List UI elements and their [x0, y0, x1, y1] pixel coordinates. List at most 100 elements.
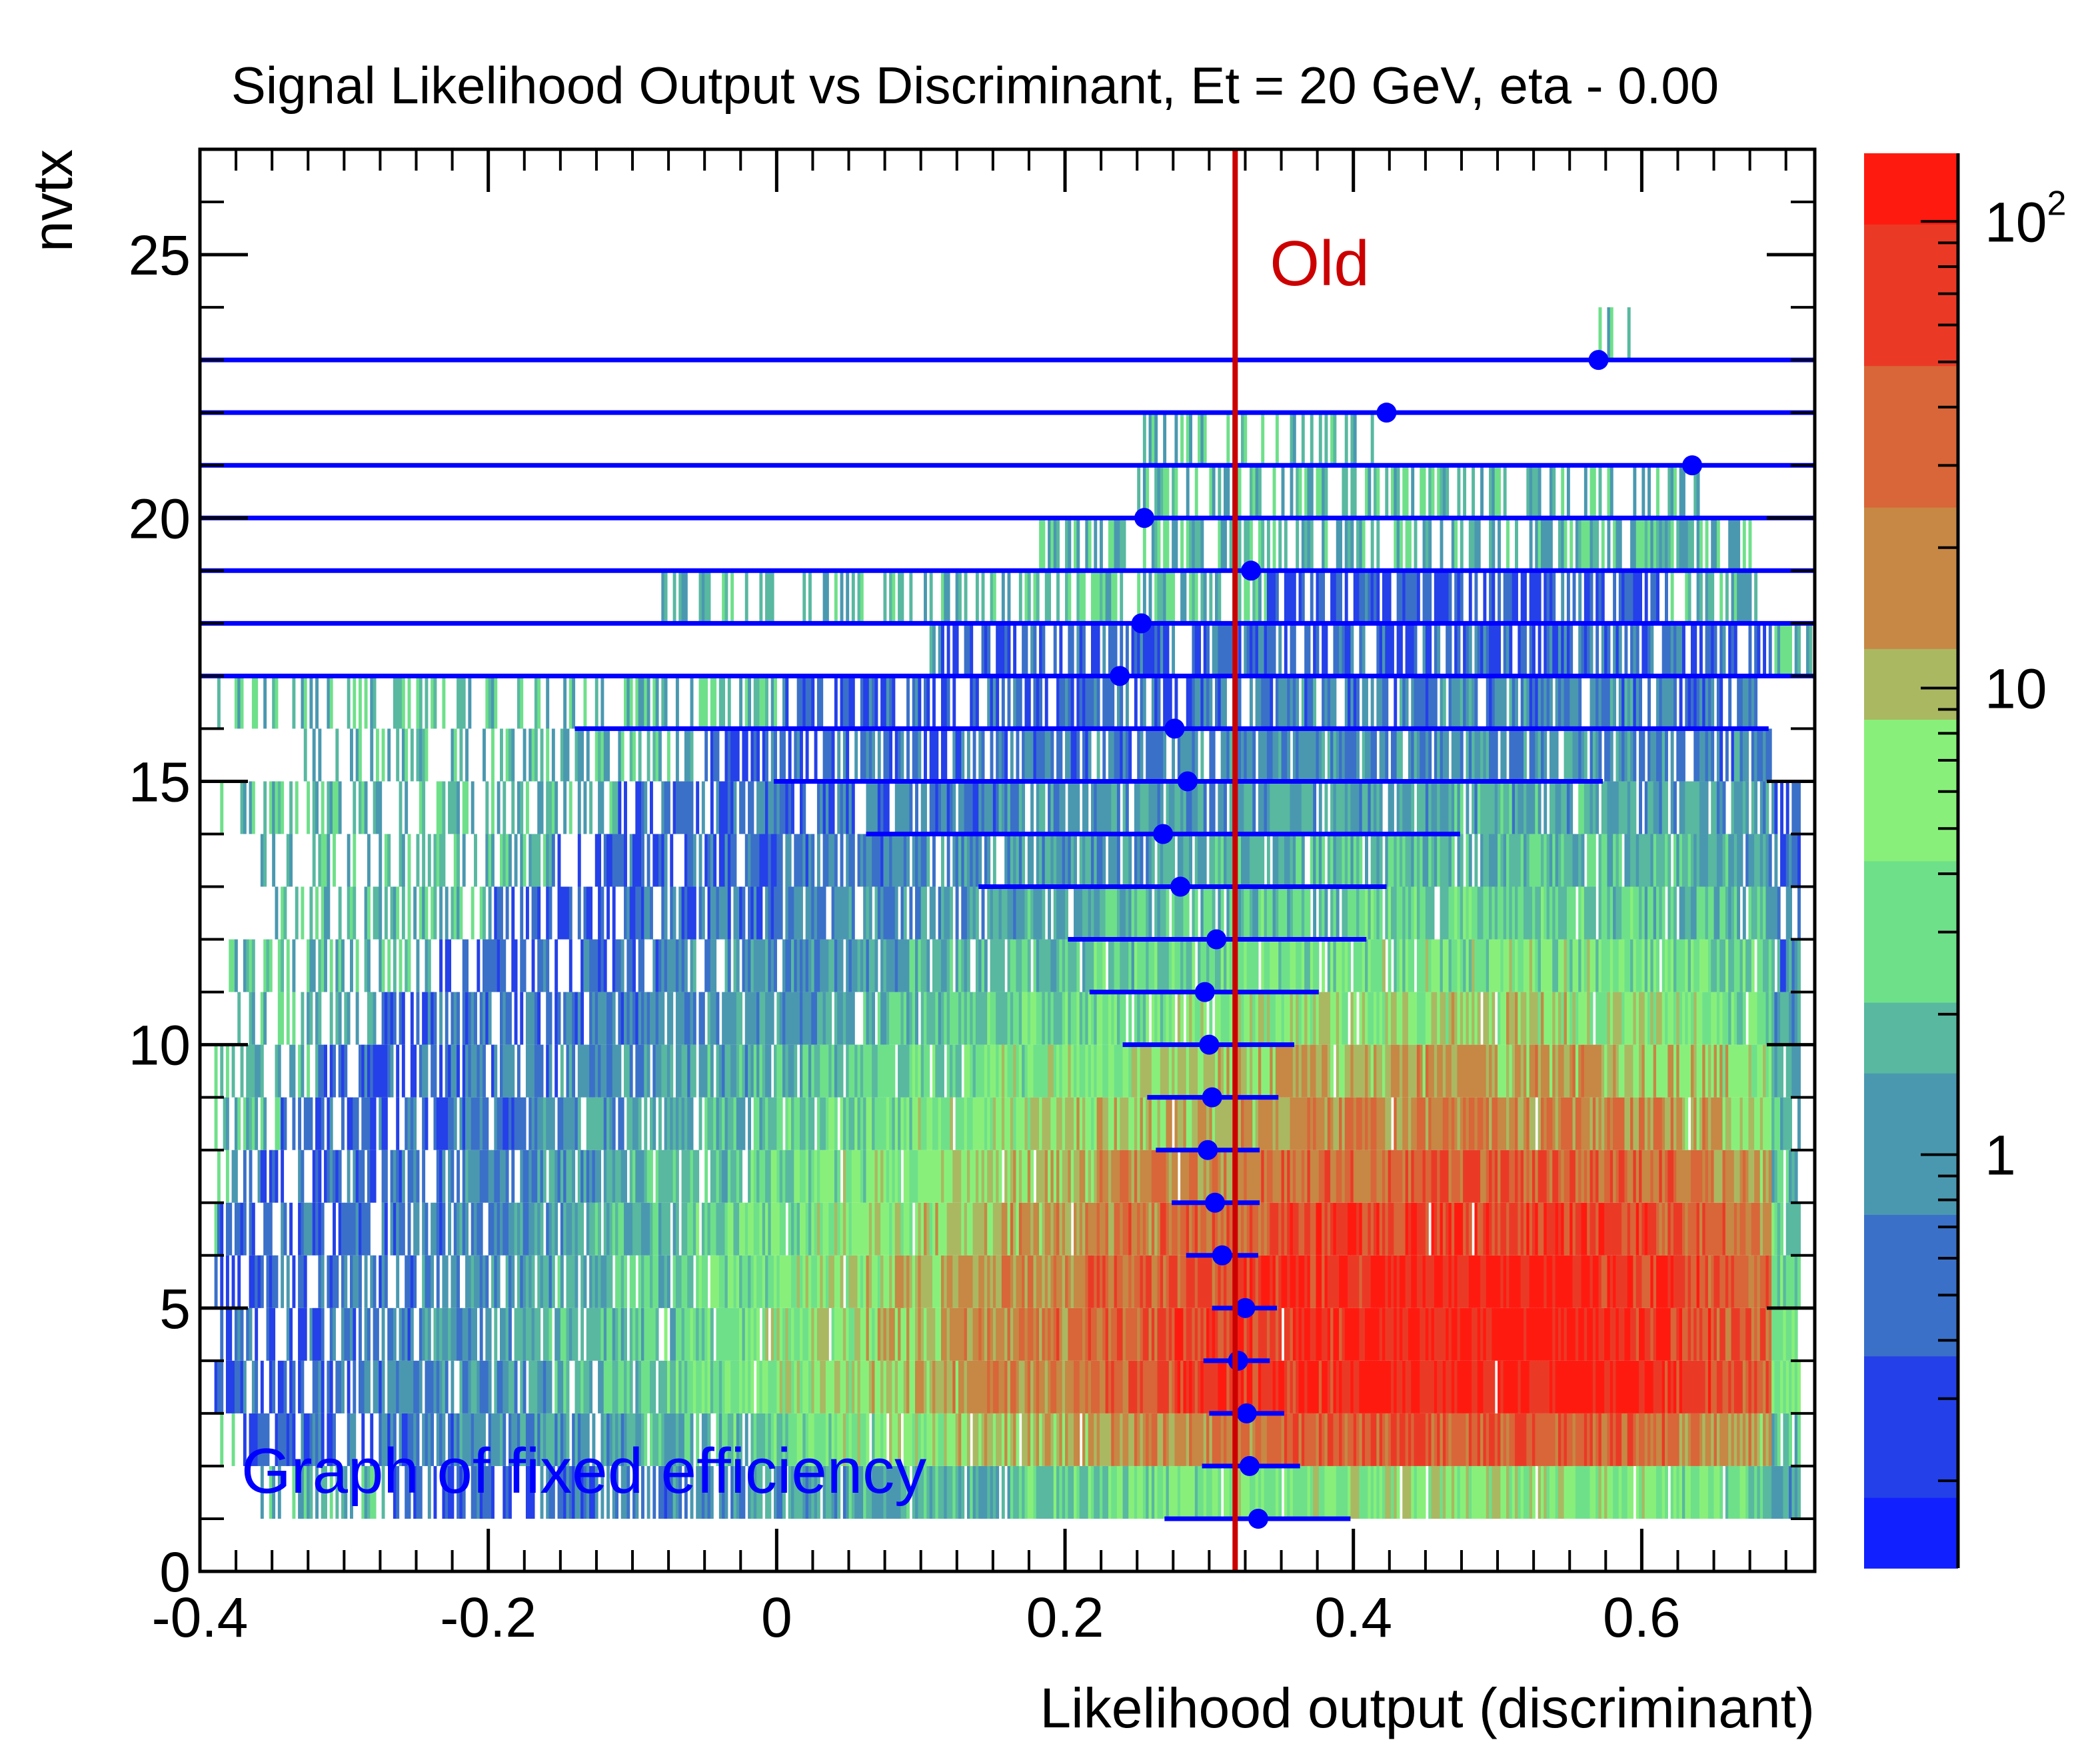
heatmap-cell — [1489, 1255, 1492, 1308]
heatmap-cell — [1408, 1255, 1412, 1308]
heatmap-cell — [583, 1255, 587, 1308]
heatmap-cell — [1653, 1202, 1657, 1256]
heatmap-cell — [1134, 1097, 1138, 1150]
heatmap-cell — [1396, 1044, 1400, 1098]
heatmap-cell — [263, 1413, 267, 1466]
heatmap-cell — [1350, 1308, 1354, 1361]
heatmap-cell — [1261, 1097, 1265, 1150]
heatmap-cell — [269, 1255, 273, 1308]
heatmap-cell — [546, 1413, 550, 1466]
heatmap-cell — [1702, 1150, 1706, 1203]
heatmap-cell — [658, 1255, 662, 1308]
heatmap-cell — [1388, 1097, 1392, 1150]
heatmap-cell — [1062, 992, 1066, 1045]
heatmap-cell — [436, 1150, 440, 1203]
heatmap-cell — [765, 992, 768, 1045]
heatmap-cell — [309, 1308, 313, 1361]
heatmap-cell — [1399, 1413, 1403, 1466]
heatmap-cell — [629, 1097, 633, 1150]
heatmap-cell — [704, 1097, 708, 1150]
heatmap-cell — [554, 1044, 558, 1098]
heatmap-cell — [1189, 1360, 1193, 1413]
heatmap-cell — [603, 1360, 607, 1413]
heatmap-cell — [912, 992, 916, 1045]
heatmap-cell — [1039, 1465, 1043, 1519]
heatmap-cell — [1613, 1255, 1617, 1308]
heatmap-cell — [499, 1044, 503, 1098]
heatmap-cell — [842, 1202, 846, 1256]
heatmap-cell — [1102, 1097, 1106, 1150]
heatmap-cell — [289, 1044, 293, 1098]
heatmap-cell — [877, 1044, 881, 1098]
heatmap-cell — [718, 1255, 722, 1308]
heatmap-cell — [1105, 1360, 1109, 1413]
heatmap-cell — [1737, 992, 1741, 1045]
heatmap-cell — [1448, 1202, 1452, 1256]
heatmap-cell — [1350, 992, 1354, 1045]
heatmap-cell — [1509, 1150, 1513, 1203]
heatmap-cell — [405, 1097, 409, 1150]
heatmap-cell — [837, 1150, 841, 1203]
heatmap-cell — [1483, 992, 1487, 1045]
heatmap-cell — [1224, 1044, 1227, 1098]
heatmap-cell — [632, 1308, 636, 1361]
heatmap-cell — [1316, 1097, 1320, 1150]
heatmap-cell — [1595, 1360, 1599, 1413]
heatmap-cell — [898, 1150, 902, 1203]
heatmap-cell — [1246, 1097, 1250, 1150]
heatmap-cell — [912, 1308, 916, 1361]
heatmap-cell — [1468, 992, 1472, 1045]
heatmap-cell — [1656, 1150, 1659, 1203]
heatmap-cell — [1099, 1413, 1103, 1466]
heatmap-cell — [1411, 1308, 1415, 1361]
heatmap-cell — [551, 1255, 555, 1308]
heatmap-cell — [1555, 1044, 1559, 1098]
heatmap-cell — [1661, 1097, 1665, 1150]
heatmap-cell — [1353, 1202, 1357, 1256]
heatmap-cell — [1466, 1097, 1470, 1150]
heatmap-cell — [1183, 1150, 1187, 1203]
heatmap-cell — [225, 1202, 229, 1256]
heatmap-cell — [341, 1202, 345, 1256]
heatmap-cell — [1290, 1308, 1294, 1361]
heatmap-cell — [776, 1202, 780, 1256]
heatmap-cell — [1578, 1255, 1582, 1308]
heatmap-cell — [1711, 1202, 1715, 1256]
heatmap-cell — [499, 1413, 503, 1466]
heatmap-cell — [275, 1413, 279, 1466]
heatmap-cell — [1322, 1255, 1326, 1308]
heatmap-cell — [892, 1255, 896, 1308]
heatmap-cell — [537, 1413, 541, 1466]
heatmap-cell — [872, 1097, 876, 1150]
heatmap-cell — [1570, 1150, 1574, 1203]
heatmap-cell — [307, 992, 311, 1045]
heatmap-cell — [1506, 1097, 1510, 1150]
heatmap-cell — [1059, 1413, 1063, 1466]
heatmap-cell — [1538, 1413, 1542, 1466]
heatmap-cell — [1434, 1097, 1438, 1150]
heatmap-cell — [474, 1413, 477, 1466]
heatmap-cell — [851, 1255, 855, 1308]
heatmap-cell — [551, 1413, 555, 1466]
heatmap-cell — [1791, 1255, 1795, 1308]
heatmap-cell — [1198, 1413, 1201, 1466]
heatmap-cell — [580, 992, 584, 1045]
heatmap-cell — [1466, 1308, 1470, 1361]
heatmap-cell — [886, 1097, 890, 1150]
heatmap-cell — [1307, 1465, 1311, 1519]
heatmap-cell — [661, 1150, 665, 1203]
heatmap-cell — [1552, 1465, 1556, 1519]
heatmap-cell — [825, 1150, 829, 1203]
heatmap-cell — [1120, 1255, 1124, 1308]
heatmap-cell — [889, 1150, 893, 1203]
heatmap-cell — [1304, 1413, 1308, 1466]
heatmap-cell — [1570, 1465, 1574, 1519]
heatmap-cell — [1552, 1044, 1556, 1098]
heatmap-cell — [840, 1360, 844, 1413]
heatmap-cell — [770, 1202, 774, 1256]
heatmap-cell — [1333, 1255, 1337, 1308]
heatmap-cell — [918, 1255, 922, 1308]
heatmap-cell — [405, 1413, 409, 1466]
heatmap-cell — [1322, 1465, 1326, 1519]
heatmap-cell — [324, 939, 327, 992]
